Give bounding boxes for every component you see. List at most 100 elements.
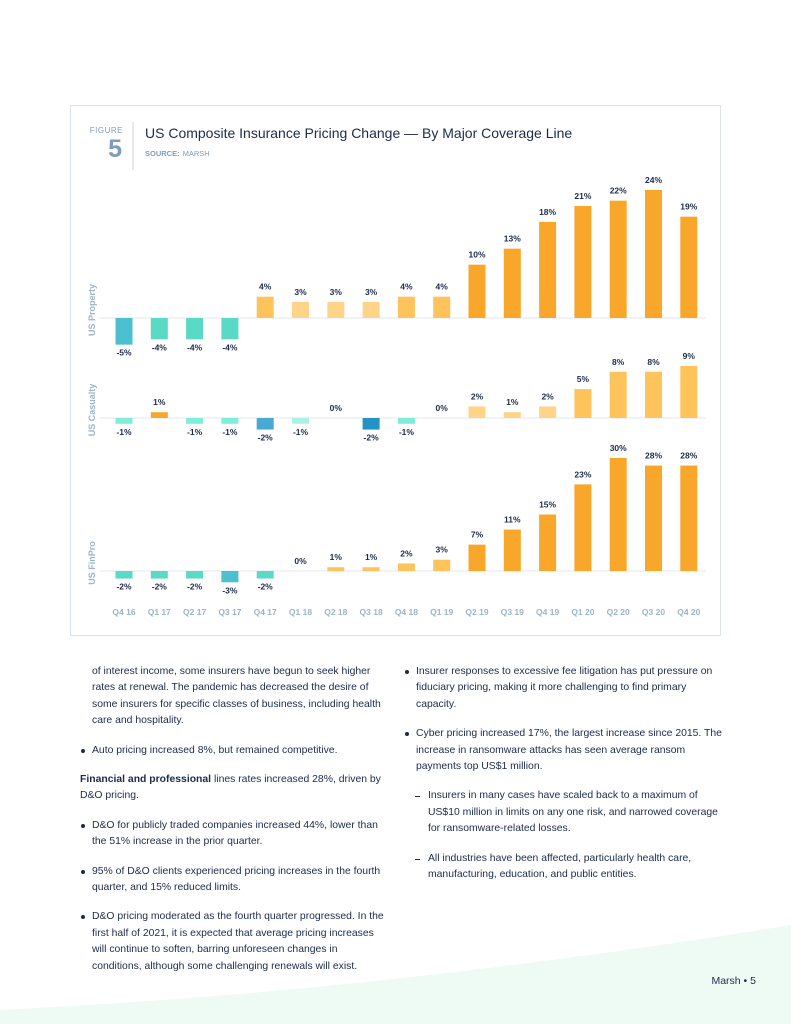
value-label: -4% [152,342,168,352]
value-label: 3% [330,287,343,297]
panel-label: US Property [87,284,97,336]
bar [186,571,204,579]
value-label: -1% [187,427,203,437]
value-label: 1% [153,397,166,407]
bar [256,296,274,318]
chart-title: US Composite Insurance Pricing Change — … [145,125,572,141]
bar [680,216,698,318]
figure-label: FIGURE [90,126,123,135]
bar [609,458,627,571]
value-label: 3% [294,287,307,297]
plot: US Property -5% -4% -4% -4% 4% 3% 3% 3% 4% 4% 10% 13… [87,175,706,617]
value-label: 15% [539,500,556,510]
value-label: 2% [471,391,484,401]
value-label: -2% [258,582,274,592]
bullet-text: Cyber pricing increased 17%, the largest… [416,728,722,773]
x-tick-label: Q4 17 [254,607,277,617]
bar [150,571,168,579]
figure-number: 5 [108,135,122,163]
bar [468,406,486,418]
bar [221,418,239,424]
bar [503,412,521,418]
value-label: 5% [577,374,590,384]
value-label: -1% [399,427,415,437]
value-label: 2% [541,391,554,401]
value-label: -4% [222,342,238,352]
bar [468,544,486,571]
x-tick-label: Q2 18 [324,607,347,617]
bar [539,222,557,318]
value-label: 4% [259,282,272,292]
bar [539,514,557,571]
bullet-text: Auto pricing increased 8%, but remained … [92,744,338,756]
x-tick-label: Q1 17 [148,607,171,617]
source-name: MARSH [183,149,210,158]
value-label: 11% [504,515,521,525]
bar [645,190,662,318]
x-tick-label: Q2 19 [465,607,488,617]
bar [221,571,239,583]
bar [397,296,415,318]
value-label: 4% [400,282,413,292]
bar [256,571,274,579]
value-label: 13% [504,234,521,244]
x-tick-label: Q2 20 [607,607,630,617]
bar [397,418,415,424]
left-column: of interest income, some insurers have b… [80,664,385,988]
bullet-text: Insurer responses to excessive fee litig… [416,666,713,710]
bold-text: Financial and professional [80,774,212,786]
value-label: 0% [294,556,307,566]
bar [115,318,133,345]
bar [433,559,451,571]
value-label: 3% [436,545,449,555]
bar [574,389,592,418]
value-label: 22% [610,186,627,196]
value-label: 1% [365,552,378,562]
value-label: -1% [116,427,132,437]
x-tick-label: Q3 19 [501,607,524,617]
x-tick-label: Q3 18 [360,607,383,617]
sub-bullet-text: All industries have been affected, parti… [428,852,692,881]
source: SOURCE: MARSH [145,149,210,158]
bar [362,418,380,430]
sub-bullet: All industries have been affected, parti… [404,851,722,884]
bullet: D&O pricing moderated as the fourth quar… [80,909,385,975]
value-label: -2% [152,582,168,592]
bar [609,200,627,318]
value-label: -1% [222,427,238,437]
bar [468,264,486,318]
value-label: 28% [680,451,697,461]
panel-label: US Casualty [87,384,97,437]
bullet: D&O for publicly traded companies increa… [80,818,385,851]
value-label: -2% [258,433,274,443]
bullet: 95% of D&O clients experienced pricing i… [80,864,385,897]
bullet-text: 95% of D&O clients experienced pricing i… [92,865,381,894]
value-label: 21% [574,191,591,201]
bar [574,206,592,318]
value-label: 28% [645,451,662,461]
bar [327,302,345,318]
bar [503,529,521,571]
value-label: 8% [612,357,625,367]
bar [115,418,133,424]
value-label: -1% [293,427,309,437]
value-label: 18% [539,207,556,217]
x-tick-label: Q4 19 [536,607,559,617]
value-label: 1% [330,552,343,562]
bar [150,412,168,418]
bar [645,371,662,418]
x-tick-label: Q4 20 [677,607,700,617]
source-label: SOURCE: [145,149,180,158]
bar [680,366,698,418]
bar [645,465,662,571]
value-label: 24% [645,175,662,185]
x-tick-label: Q4 16 [112,607,135,617]
bar [292,302,309,318]
bar [256,418,274,430]
value-label: -4% [187,342,203,352]
x-tick-label: Q3 17 [218,607,241,617]
footer: Marsh • 5 [711,975,756,987]
sub-bullet-text: Insurers in many cases have scaled back … [428,790,718,835]
bar [150,318,168,340]
